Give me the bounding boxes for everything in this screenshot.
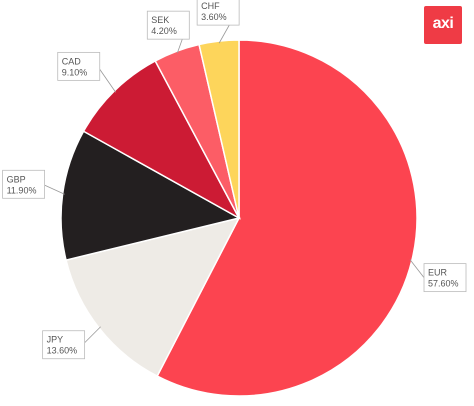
label-connector-gbp [42, 183, 65, 195]
slice-label-name: SEK [151, 15, 169, 25]
slice-label-value: 4.20% [151, 26, 177, 36]
slice-label-name: CHF [201, 1, 220, 11]
label-connector-jpy [82, 326, 101, 346]
brand-logo-text: axi [432, 15, 454, 32]
slice-label-name: EUR [428, 268, 448, 278]
pie-slices [60, 39, 418, 397]
slice-label-name: GBP [7, 174, 26, 184]
slice-label-name: CAD [62, 56, 82, 66]
pie-slice-gbp [60, 130, 242, 262]
label-box [146, 10, 190, 40]
label-connector-eur [409, 259, 425, 278]
slice-label-value: 3.60% [201, 12, 227, 22]
label-box [2, 169, 46, 199]
label-box [42, 330, 86, 360]
label-box [196, 0, 240, 26]
brand-logo: axi [424, 6, 462, 44]
slice-label-name: JPY [47, 335, 64, 345]
slice-label-value: 13.60% [47, 346, 78, 356]
slice-label-value: 11.90% [7, 185, 37, 195]
label-box [57, 51, 101, 81]
label-box [423, 263, 467, 293]
pie-slice-eur [156, 39, 418, 397]
slice-label-value: 57.60% [428, 279, 459, 289]
slice-label-value: 9.10% [62, 67, 88, 77]
pie-slice-chf [198, 39, 240, 219]
label-connector-cad [97, 66, 117, 93]
